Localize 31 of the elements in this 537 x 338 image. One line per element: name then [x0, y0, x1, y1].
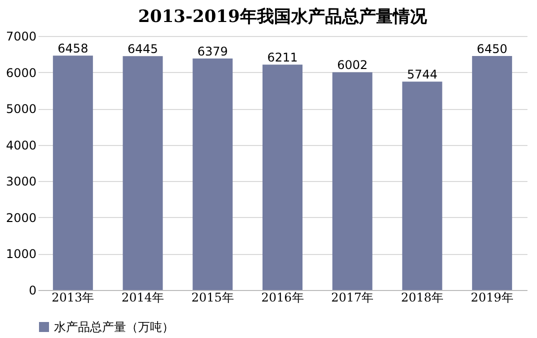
legend-label: 水产品总产量（万吨） — [54, 320, 174, 334]
bar — [262, 64, 302, 290]
x-tick-label: 2019年 — [470, 290, 514, 304]
y-tick-label: 3000 — [6, 174, 36, 189]
y-tick-label: 1000 — [6, 247, 36, 262]
y-tick-label: 4000 — [6, 138, 36, 152]
x-tick-label: 2015年 — [191, 290, 234, 304]
chart-title: 2013-2019年我国水产品总产量情况 — [138, 7, 428, 27]
x-tick-label: 2013年 — [52, 290, 94, 304]
bar — [332, 72, 372, 290]
y-tick-label: 5000 — [6, 102, 36, 116]
data-label: 6458 — [58, 42, 88, 56]
bar — [52, 56, 93, 290]
y-tick-label: 7000 — [6, 30, 36, 44]
data-label: 6445 — [128, 42, 158, 56]
y-tick-label: 6000 — [6, 66, 36, 80]
x-tick-label: 2016年 — [261, 290, 304, 304]
y-tick-label: 2000 — [6, 210, 36, 225]
bar — [122, 56, 163, 290]
bar — [472, 56, 512, 290]
bar — [192, 58, 233, 290]
data-label: 6002 — [337, 58, 368, 72]
x-tick-label: 2017年 — [331, 290, 374, 304]
data-label: 5744 — [406, 68, 438, 82]
bar — [402, 82, 442, 290]
x-tick-label: 2018年 — [400, 290, 444, 304]
data-label: 6379 — [197, 44, 228, 59]
y-tick-label: 0 — [28, 284, 36, 298]
x-tick-label: 2014年 — [122, 290, 164, 304]
data-label: 6450 — [476, 42, 508, 56]
data-label: 6211 — [267, 50, 298, 65]
